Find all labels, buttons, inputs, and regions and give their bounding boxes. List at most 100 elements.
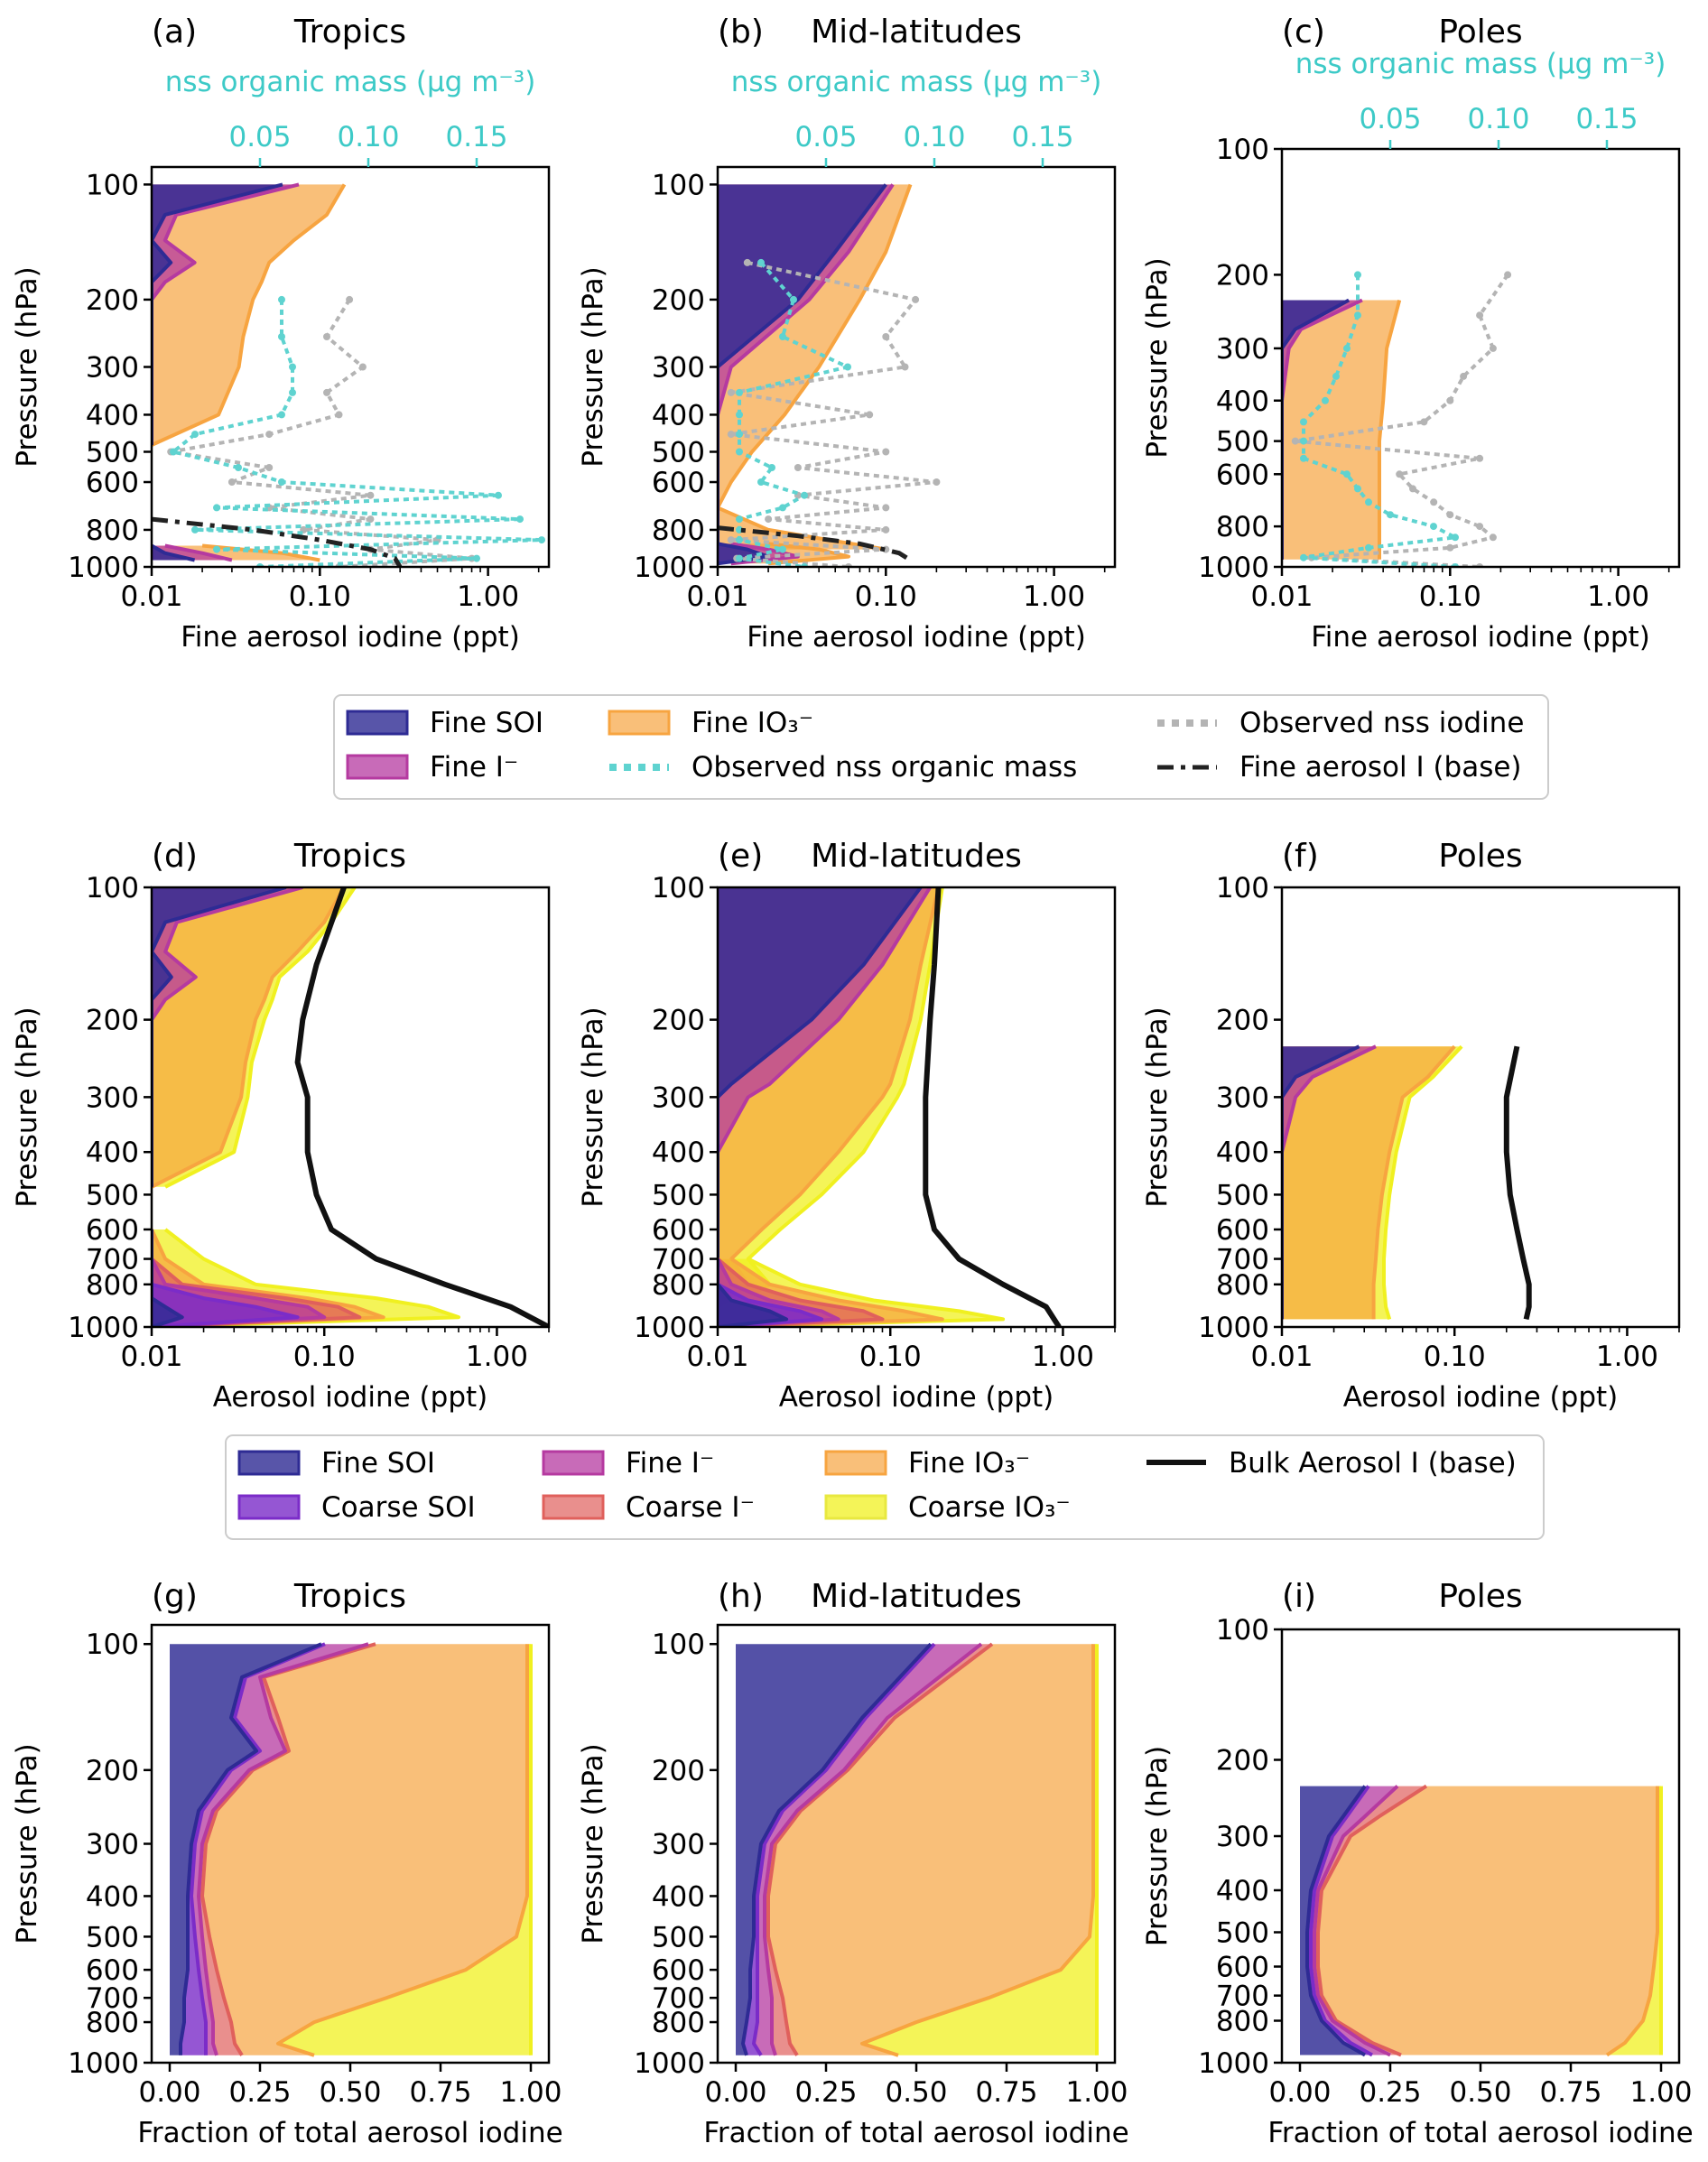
y-tick-label: 100: [86, 1628, 139, 1661]
y-tick-label: 500: [1216, 426, 1269, 459]
area-fine-soi: [718, 184, 886, 550]
area-fine-soi-edge: [718, 183, 887, 550]
observed-iodine-line-point: [882, 525, 890, 534]
observed-iodine-line-point: [1489, 534, 1497, 542]
observed-iodine-line-point: [1446, 543, 1454, 552]
y-tick-label: 300: [1216, 333, 1269, 366]
observed-organic-line-point: [1322, 396, 1329, 404]
observed-iodine-line-point: [765, 515, 773, 524]
panel-letter: (g): [152, 1578, 198, 1615]
x-tick-label: 0.01: [120, 580, 182, 613]
x-tick-label: 0.75: [1539, 2076, 1601, 2109]
y-tick-label: 400: [86, 1880, 139, 1913]
y-tick-label: 500: [1216, 1917, 1269, 1950]
y-tick-label: 800: [652, 2007, 705, 2039]
observed-iodine-line-point: [882, 448, 890, 456]
area-fine-i-edge: [152, 182, 300, 445]
x-tick-label: 0.50: [885, 2076, 947, 2109]
area-low-coarse-i-edge: [718, 1257, 885, 1327]
x-tick-label: 0.01: [1250, 1341, 1313, 1373]
area-coarse-soi-edge: [752, 1642, 936, 2056]
y-tick-label: 1000: [634, 2047, 705, 2080]
observed-organic-line-point: [516, 515, 524, 524]
legend2-swatch-fine-i: [542, 1450, 605, 1476]
area-fine-soi-edge: [152, 887, 287, 1187]
legend2-label-coarse-io3: Coarse IO₃⁻: [908, 1491, 1071, 1524]
y-tick-label: 400: [652, 399, 705, 431]
legend2-label-coarse-i: Coarse I⁻: [626, 1491, 755, 1524]
area-low-fine-soi: [718, 1258, 787, 1327]
y-tick-label: 200: [652, 284, 705, 317]
observed-organic-line: [738, 261, 849, 567]
area-coarse-i-edge: [766, 1642, 994, 2056]
observed-iodine-line-point: [227, 478, 236, 486]
panel-title: Poles: [1438, 1578, 1522, 1615]
y-tick-label: 400: [86, 1137, 139, 1169]
observed-iodine-line-point: [323, 333, 330, 340]
observed-organic-line-point: [768, 464, 775, 471]
observed-organic-line-point: [191, 525, 199, 534]
legend2-swatch-fine-soi: [237, 1450, 301, 1476]
y-tick-label: 200: [1216, 1005, 1269, 1037]
y-tick-label: 200: [86, 1005, 139, 1037]
plot-area: [718, 183, 941, 567]
x-tick-label: 0.10: [855, 580, 917, 613]
area-low-coarse-soi: [152, 1229, 298, 1327]
y-axis-label: Pressure (hPa): [11, 1007, 43, 1207]
plot-area: [1300, 1784, 1663, 2057]
top-tick-label: 0.15: [1011, 121, 1073, 153]
y-axis-label: Pressure (hPa): [1141, 1007, 1174, 1207]
x-tick-label: 0.00: [704, 2076, 766, 2109]
y-tick-label: 100: [652, 169, 705, 201]
y-tick-label: 100: [86, 169, 139, 201]
y-tick-label: 600: [652, 1214, 705, 1247]
observed-organic-line-point: [1452, 534, 1459, 542]
y-tick-label: 1000: [68, 2047, 139, 2080]
y-tick-label: 500: [652, 436, 705, 469]
observed-organic-line-point: [538, 536, 545, 544]
top-axis-label: nss organic mass (µg m⁻³): [1295, 48, 1666, 80]
observed-organic-line-point: [235, 464, 242, 471]
observed-organic-line-point: [736, 515, 743, 524]
panel-letter: (b): [718, 14, 764, 51]
area-fine-io3: [1282, 1046, 1455, 1320]
area-low-fine-soi: [152, 545, 195, 561]
y-tick-label: 100: [652, 1628, 705, 1661]
y-axis-label: Pressure (hPa): [11, 1743, 43, 1944]
panel-letter: (c): [1282, 14, 1325, 51]
y-tick-label: 300: [652, 1829, 705, 1861]
area-fine-io3-edge: [718, 183, 913, 552]
area-coarse-i: [199, 1644, 376, 2055]
panel-letter: (i): [1282, 1578, 1316, 1615]
x-axis-label: Fraction of total aerosol iodine: [1267, 2117, 1693, 2149]
y-tick-label: 100: [1216, 1614, 1269, 1647]
observed-organic-line-point: [736, 431, 743, 439]
y-tick-label: 700: [652, 1244, 705, 1276]
y-tick-label: 600: [86, 1954, 139, 1987]
panel-title: Poles: [1438, 14, 1522, 51]
panel-letter: (f): [1282, 838, 1319, 875]
area-fine-soi-edge: [1305, 1785, 1367, 2057]
y-tick-label: 600: [86, 1214, 139, 1247]
y-tick-label: 500: [652, 1179, 705, 1211]
observed-organic-line-point: [1387, 511, 1394, 519]
y-tick-label: 300: [652, 1081, 705, 1114]
plot-area: [736, 1642, 1099, 2057]
observed-organic-line-point: [170, 448, 177, 456]
plot-area: [152, 887, 549, 1327]
y-tick-label: 1000: [68, 1312, 139, 1344]
legend2-label-fine-io3: Fine IO₃⁻: [908, 1447, 1030, 1480]
y-tick-label: 200: [86, 1755, 139, 1787]
observed-iodine-line-point: [1504, 271, 1512, 279]
observed-iodine-line-point: [335, 411, 343, 419]
x-tick-label: 1.00: [1032, 1341, 1094, 1373]
legend2-swatch-coarse-i: [542, 1494, 605, 1520]
area-fine-soi: [736, 1644, 931, 2055]
observed-organic-line-point: [736, 411, 743, 419]
observed-organic-line-point: [1354, 485, 1361, 493]
legend-label-fine-soi: Fine SOI: [430, 707, 543, 739]
observed-organic-line-point: [736, 388, 743, 396]
